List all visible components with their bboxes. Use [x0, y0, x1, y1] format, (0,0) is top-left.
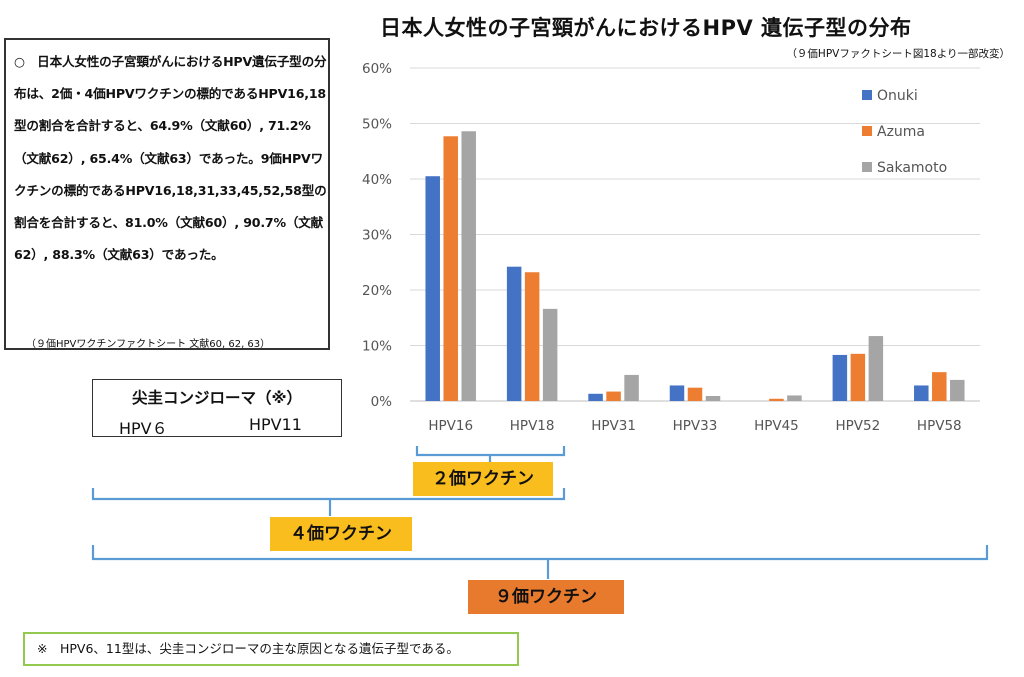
quadrivalent-vaccine-label: ４価ワクチン [270, 517, 412, 551]
y-tick-label: 60% [362, 61, 392, 77]
bar-hpv33-onuki [669, 385, 685, 401]
bar-hpv33-azuma [687, 387, 703, 401]
condyloma-type-6: HPV６ [119, 419, 168, 438]
legend-label: Sakamoto [877, 160, 947, 176]
bar-hpv16-azuma [443, 136, 458, 401]
summary-textbox: ○ 日本人女性の子宮頸がんにおけるHPV遺伝子型の分布は、2価・4価HPVワクチ… [4, 38, 330, 350]
legend-label: Azuma [877, 124, 925, 140]
bar-hpv31-azuma [606, 391, 621, 401]
chart-bars [425, 131, 965, 401]
x-tick-label: HPV33 [673, 418, 718, 434]
condyloma-box: 尖圭コンジローマ（※） HPV６ HPV11 [92, 379, 342, 438]
footnote: ※ HPV6、11型は、尖圭コンジローマの主な原因となる遺伝子型である。 [23, 632, 519, 666]
bar-hpv31-sakamoto [624, 374, 639, 401]
y-tick-label: 0% [371, 394, 393, 410]
x-tick-label: HPV45 [754, 418, 799, 434]
y-tick-label: 50% [362, 117, 392, 133]
condyloma-title: 尖圭コンジローマ（※） [131, 389, 303, 407]
bar-hpv18-onuki [506, 266, 522, 401]
bivalent-vaccine-label: ２価ワクチン [413, 462, 553, 496]
y-tick-label: 10% [362, 339, 392, 355]
y-axis-tick-labels: 0% 10% 20% 30% 40% 50% 60% [362, 61, 392, 410]
chart-legend: Onuki Azuma Sakamoto [862, 88, 947, 176]
bar-hpv52-azuma [850, 353, 866, 401]
bar-hpv16-sakamoto [461, 131, 476, 401]
x-tick-label: HPV58 [917, 418, 962, 434]
chart-subtitle: （９価HPVファクトシート図18より一部改変） [786, 48, 1010, 60]
bar-hpv58-onuki [914, 385, 929, 401]
y-tick-label: 30% [362, 228, 392, 244]
bar-hpv45-azuma [769, 398, 784, 401]
bar-hpv52-sakamoto [868, 336, 884, 401]
summary-source: （９価HPVワクチンファクトシート 文献60, 62, 63） [26, 339, 271, 350]
bar-hpv18-sakamoto [542, 308, 558, 401]
bar-hpv58-sakamoto [950, 379, 965, 401]
y-tick-label: 20% [362, 283, 392, 299]
legend-swatch [862, 90, 872, 100]
x-axis-tick-labels: HPV16 HPV18 HPV31 HPV33 HPV45 HPV52 HPV58 [428, 418, 961, 434]
bar-hpv31-onuki [588, 393, 603, 401]
summary-text: ○ 日本人女性の子宮頸がんにおけるHPV遺伝子型の分布は、2価・4価HPVワクチ… [14, 54, 327, 263]
x-tick-label: HPV52 [835, 418, 880, 434]
bar-hpv18-azuma [524, 272, 540, 401]
x-tick-label: HPV16 [428, 418, 473, 434]
legend-label: Onuki [877, 88, 918, 104]
chart-gridlines [410, 67, 980, 402]
legend-swatch [862, 126, 872, 136]
x-tick-label: HPV18 [510, 418, 555, 434]
bar-hpv33-sakamoto [705, 396, 721, 401]
vaccine-brackets [91, 446, 989, 579]
legend-swatch [862, 162, 872, 172]
bar-hpv52-onuki [832, 354, 848, 401]
chart-title: 日本人女性の子宮頸がんにおけるHPV 遺伝子型の分布 [380, 16, 912, 40]
bracket-2valent [415, 446, 566, 462]
bar-hpv58-azuma [932, 372, 947, 401]
y-tick-label: 40% [362, 172, 392, 188]
bracket-9valent [91, 545, 989, 579]
nonavalent-vaccine-label: ９価ワクチン [468, 580, 624, 614]
bar-hpv45-sakamoto [787, 395, 802, 401]
bracket-4valent [91, 488, 566, 516]
bar-hpv16-onuki [425, 176, 440, 401]
x-tick-label: HPV31 [591, 418, 636, 434]
condyloma-type-11: HPV11 [249, 415, 302, 434]
